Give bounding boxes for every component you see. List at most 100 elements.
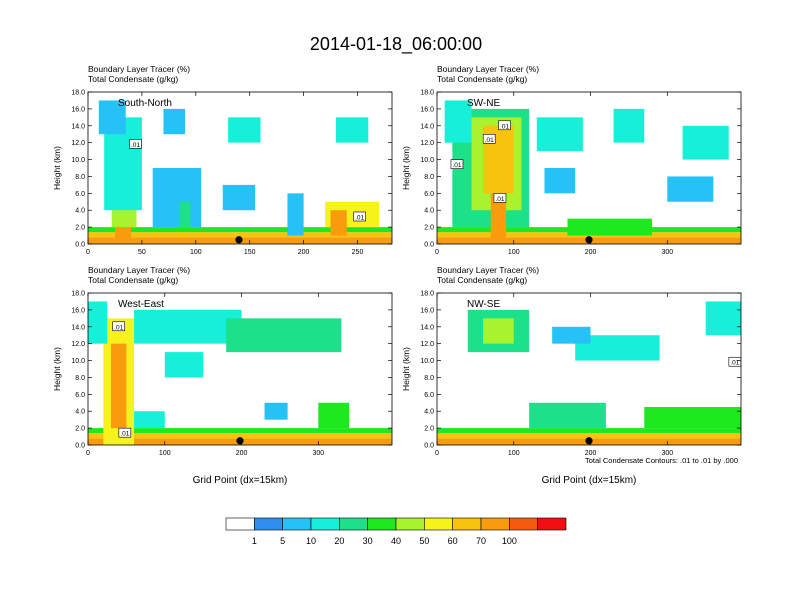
x-tick-label: 0	[435, 450, 439, 457]
colorbar-swatch	[509, 517, 538, 531]
y-tick-label: 8.0	[75, 375, 85, 382]
tracer-cell	[536, 117, 583, 152]
tracer-cell	[222, 184, 256, 211]
colorbar-swatch	[282, 517, 312, 531]
contour-label-box	[450, 159, 464, 169]
location-marker	[236, 437, 244, 445]
tracer-cell	[88, 301, 108, 344]
y-tick-label: 18.0	[420, 90, 434, 97]
y-tick-label: 8.0	[424, 174, 434, 181]
contour-label: .01	[485, 137, 494, 144]
contour-label: .01	[500, 123, 509, 130]
contour-label-box	[482, 133, 496, 144]
plot-frame	[436, 91, 742, 245]
contour-label: .01	[114, 324, 123, 331]
y-tick-label: 14.0	[420, 123, 434, 130]
y-tick-label: 2.0	[424, 426, 434, 433]
tracer-cell	[490, 193, 507, 244]
y-tick-label: 16.0	[420, 106, 434, 113]
tracer-cell	[705, 301, 741, 336]
tracer-cell	[544, 168, 576, 194]
contour-label: .01	[730, 360, 739, 367]
y-tick-label: 6.0	[75, 191, 85, 198]
tracer-cell	[483, 318, 514, 344]
tracer-cell	[88, 428, 392, 434]
contour-label-box	[118, 427, 132, 438]
field-label: Boundary Layer Tracer (%)	[88, 64, 190, 74]
colorbar-label: 70	[476, 536, 486, 546]
tracer-cell	[179, 201, 191, 228]
y-tick-label: 4.0	[424, 208, 434, 215]
x-tick-label: 150	[244, 249, 256, 256]
tracer-cell	[287, 193, 304, 236]
colorbar-label: 50	[419, 536, 429, 546]
colorbar-swatch	[480, 517, 510, 531]
contour-label-header: Total Condensate (g/kg)	[437, 275, 527, 285]
y-tick-label: 10.0	[420, 157, 434, 164]
tracer-cell	[529, 402, 606, 429]
panel-south-north: .01 .01 South-North Boundary Layer Tracer (…	[52, 64, 393, 256]
plot-area: .01 .01 .01 .01	[437, 92, 741, 244]
y-tick-label: 12.0	[71, 140, 85, 147]
y-tick-label: 18.0	[71, 291, 85, 298]
y-axis-label: Height (km)	[52, 347, 62, 391]
y-tick-label: 2.0	[75, 225, 85, 232]
tracer-cell	[88, 433, 392, 439]
y-axis-label: Height (km)	[52, 146, 62, 190]
y-tick-label: 16.0	[71, 106, 85, 113]
y-tick-label: 8.0	[424, 375, 434, 382]
tracer-cell	[437, 428, 741, 434]
contour-label: .01	[495, 196, 504, 203]
y-tick-label: 12.0	[420, 341, 434, 348]
tracer-cell	[437, 433, 741, 439]
y-tick-label: 6.0	[424, 191, 434, 198]
x-tick-label: 0	[86, 249, 90, 256]
contour-label-header: Total Condensate (g/kg)	[437, 74, 527, 84]
y-tick-label: 18.0	[420, 291, 434, 298]
contour-note: Total Condensate Contours: .01 to .01 by…	[585, 456, 738, 465]
y-tick-label: 0.0	[75, 242, 85, 249]
x-tick-label: 100	[508, 249, 520, 256]
tracer-cell	[682, 125, 729, 160]
tracer-cell	[644, 407, 741, 429]
tracer-cell	[98, 100, 126, 135]
plot-frame	[87, 91, 393, 245]
y-tick-label: 0.0	[75, 443, 85, 450]
panel-title: NW-SE	[467, 299, 500, 310]
tracer-cell	[164, 352, 204, 378]
plot-frame	[87, 292, 393, 446]
location-marker	[235, 236, 243, 244]
y-tick-label: 14.0	[71, 324, 85, 331]
y-tick-label: 10.0	[420, 358, 434, 365]
colorbar-swatch	[367, 517, 397, 531]
panel-sw-ne: .01 .01 .01 .01 SW-NE Boundary Layer Tracer (…	[401, 64, 742, 256]
x-axis-label: Grid Point (dx=15km)	[193, 475, 288, 486]
y-tick-label: 4.0	[75, 409, 85, 416]
contour-label-box	[353, 211, 366, 222]
y-tick-label: 6.0	[424, 392, 434, 399]
tracer-cell	[667, 176, 714, 202]
colorbar-label: 100	[502, 536, 517, 546]
colorbar-swatch	[339, 517, 368, 531]
colorbar: 1 5 10 20 30 40 50 60 70 100	[225, 517, 567, 546]
panel-title: West-East	[118, 299, 164, 310]
y-tick-label: 16.0	[71, 307, 85, 314]
y-tick-label: 4.0	[75, 208, 85, 215]
y-axis-label: Height (km)	[401, 347, 411, 391]
field-label: Boundary Layer Tracer (%)	[88, 265, 190, 275]
tracer-cell	[163, 108, 186, 135]
panel-west-east: .01 .01 West-East Boundary Layer Tracer (%)…	[52, 265, 393, 486]
y-tick-label: 14.0	[420, 324, 434, 331]
y-tick-label: 0.0	[424, 242, 434, 249]
y-tick-label: 18.0	[71, 90, 85, 97]
colorbar-swatch	[310, 517, 340, 531]
colorbar-label: 20	[334, 536, 344, 546]
tracer-cell	[330, 210, 347, 236]
x-tick-label: 100	[508, 450, 520, 457]
x-tick-label: 300	[312, 450, 324, 457]
tracer-cell	[134, 411, 165, 429]
contour-label: .01	[131, 142, 140, 149]
colorbar-label: 10	[306, 536, 316, 546]
